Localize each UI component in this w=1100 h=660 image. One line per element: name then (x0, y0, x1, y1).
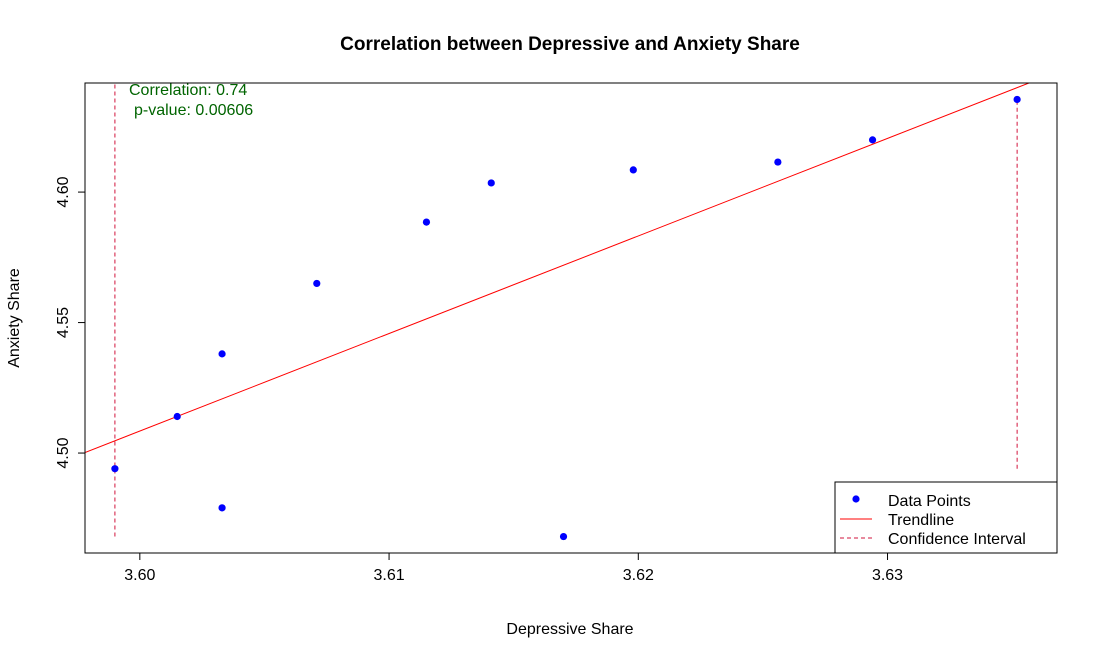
data-point (629, 166, 637, 174)
legend-symbol-data-points (852, 495, 860, 503)
data-point (313, 279, 321, 288)
data-point (218, 504, 226, 512)
trendline (85, 83, 1031, 453)
data-point (422, 218, 431, 226)
x-tick-label: 3.60 (124, 567, 155, 584)
x-tick-label: 3.61 (373, 567, 404, 584)
chart-title: Correlation between Depressive and Anxie… (340, 34, 800, 55)
legend: Data Points Trendline Confidence Interva… (834, 481, 1058, 554)
data-point (111, 465, 119, 473)
plot-frame (84, 82, 1058, 554)
x-axis: 3.60 3.61 3.62 3.63 (124, 552, 903, 584)
legend-label-trendline: Trendline (888, 512, 954, 529)
y-tick-label: 4.55 (55, 307, 72, 338)
data-point (559, 532, 568, 541)
y-tick-label: 4.50 (55, 437, 72, 468)
data-point (868, 136, 877, 144)
y-axis: 4.50 4.55 4.60 (55, 176, 86, 469)
legend-label-confidence-interval: Confidence Interval (888, 531, 1026, 548)
legend-box (834, 481, 1058, 554)
x-tick-label: 3.63 (872, 567, 903, 584)
x-tick-label: 3.62 (623, 567, 654, 584)
legend-label-data-points: Data Points (888, 493, 971, 510)
data-point (1013, 95, 1021, 104)
y-tick-label: 4.60 (55, 176, 72, 207)
p-value-annotation: p-value: 0.00606 (134, 102, 253, 119)
x-axis-label: Depressive Share (506, 621, 633, 638)
data-point (487, 179, 495, 187)
y-axis-label: Anxiety Share (6, 268, 23, 368)
plot-area (85, 83, 1031, 541)
data-point (173, 412, 181, 421)
data-point (774, 158, 782, 166)
correlation-annotation: Correlation: 0.74 (129, 82, 247, 99)
data-point (218, 350, 226, 358)
